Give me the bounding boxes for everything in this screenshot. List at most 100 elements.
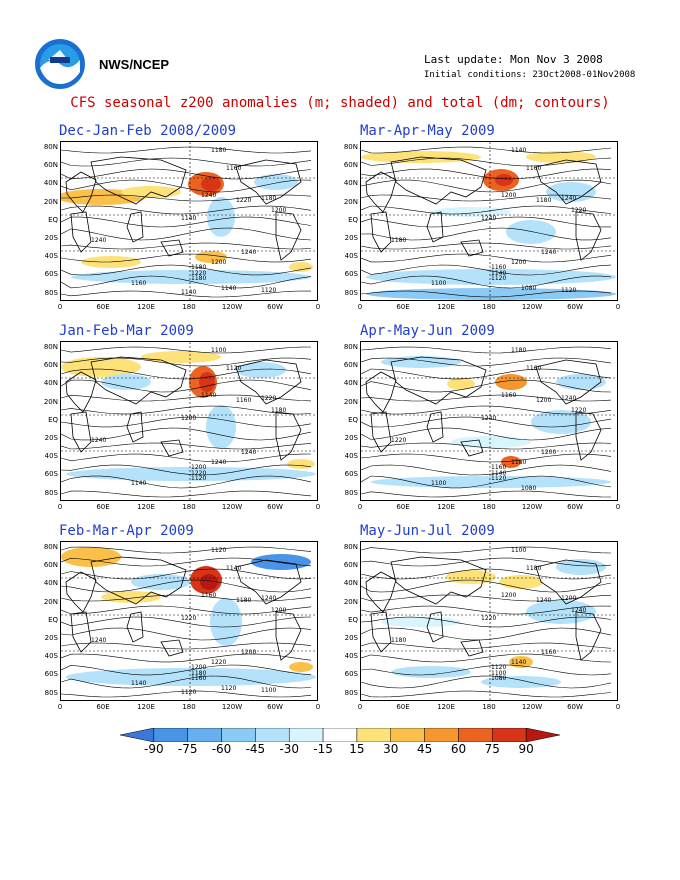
map-svg: 1100112011401160118012001220124012401240… [61, 342, 317, 500]
contour-line [361, 368, 612, 380]
contour-line [361, 664, 612, 676]
contour-label: 1180 [511, 459, 526, 466]
contour-label: 1240 [201, 192, 216, 199]
latitude-label: 80S [44, 488, 58, 497]
colorbar-segment [525, 728, 560, 742]
latitude-label: 80S [344, 288, 358, 297]
latitude-label: EQ [48, 415, 58, 424]
latitude-label: 20N [343, 597, 358, 606]
contour-line [361, 264, 612, 276]
contour-line [361, 427, 612, 441]
colorbar-label: 90 [518, 742, 534, 756]
panel-title-mam: Mar-Apr-May 2009 [360, 123, 495, 139]
colorbar-label: -75 [177, 742, 198, 756]
contour-line [61, 242, 312, 250]
contour-label: 1240 [211, 459, 226, 466]
panel-title-fma: Feb-Mar-Apr 2009 [59, 523, 194, 539]
coastline [370, 211, 392, 253]
contour-line [61, 653, 312, 663]
latitude-label: 60S [344, 470, 358, 479]
contour-label: 1080 [521, 485, 536, 492]
latitude-label: 80S [344, 488, 358, 497]
contour-line [361, 579, 612, 593]
contour-label: 1180 [536, 197, 551, 204]
contour-line [361, 490, 612, 498]
contour-line [61, 546, 312, 554]
latitude-label: 60N [43, 161, 58, 170]
contour-label: 1140 [131, 680, 146, 687]
longitude-label: 180 [182, 703, 196, 711]
contour-label: 1160 [491, 264, 506, 271]
colorbar-segment [322, 728, 358, 742]
latitude-label: 40N [43, 179, 58, 188]
contour-line [361, 653, 612, 663]
latitude-label: 40S [344, 652, 358, 661]
coastline [65, 571, 97, 613]
contour-label: 1140 [201, 392, 216, 399]
contour-line [361, 464, 612, 476]
coastline [126, 411, 144, 443]
map-panel-jfm: 1100 1120 1140 1160 1180 1200 1220 1240 1240 1240… [60, 341, 318, 501]
anomaly-shading [546, 182, 596, 202]
contour-label: 1240 [481, 415, 496, 422]
contour-label: 1160 [131, 280, 146, 287]
contour-label: 1080 [521, 285, 536, 292]
colorbar-label: -15 [313, 742, 333, 756]
contour-label: 1200 [501, 592, 516, 599]
contour-line [61, 146, 312, 154]
longitude-label: 0 [57, 503, 63, 511]
coastline [275, 211, 302, 261]
contour-label: 1240 [91, 637, 106, 644]
contour-line [361, 179, 612, 193]
colorbar-segment [221, 728, 256, 742]
coastline [65, 371, 97, 413]
contour-line [61, 616, 312, 628]
anomaly-shading [206, 405, 236, 449]
anomaly-shading [556, 559, 606, 575]
longitude-label: 60E [96, 503, 110, 511]
longitude-label: 60W [567, 303, 583, 311]
latitude-label: 20S [44, 434, 58, 442]
contour-line [361, 405, 612, 415]
contour-label: 1200 [271, 207, 286, 214]
longitude-label: 0 [315, 703, 321, 711]
contour-label: 1200 [541, 449, 556, 456]
contour-label: 1100 [211, 347, 226, 354]
contour-line [61, 490, 312, 498]
anomaly-shading [61, 547, 121, 567]
contour-line [361, 346, 612, 354]
contour-line [61, 194, 312, 202]
contour-line [61, 642, 312, 650]
latitude-label: 80S [44, 688, 58, 697]
contour-line [61, 346, 312, 354]
initial-conditions-text: Initial conditions: 23Oct2008-01Nov2008 [424, 70, 636, 80]
latitude-label: 20S [344, 234, 358, 242]
contour-line [61, 557, 312, 567]
colorbar-segment [390, 728, 425, 742]
latitude-label: 40S [44, 252, 58, 261]
contour-label: 1240 [241, 449, 256, 456]
colorbar-label: 75 [484, 742, 500, 756]
latitude-label: 60N [43, 361, 58, 370]
latitude-label: 80N [343, 143, 358, 151]
contour-label: 1220 [181, 615, 196, 622]
anomaly-shading [509, 656, 533, 668]
contour-line [61, 405, 312, 415]
contour-line [361, 242, 612, 250]
contour-line [61, 664, 312, 676]
longitude-label: 120E [437, 703, 455, 711]
contour-label: 1240 [571, 607, 586, 614]
latitude-label: 80N [43, 343, 58, 351]
contour-line [361, 416, 612, 428]
latitude-label: 60S [344, 270, 358, 279]
colorbar-segment [255, 728, 290, 742]
latitude-label: 60S [44, 670, 58, 679]
longitude-label: 0 [57, 303, 63, 311]
coastline [460, 639, 484, 657]
contour-label: 1120 [261, 287, 276, 294]
colorbar-label: 45 [416, 742, 433, 756]
coastline [426, 211, 444, 243]
colorbar-segment [187, 728, 222, 742]
contour-line [61, 690, 312, 698]
contour-label: 1220 [211, 659, 226, 666]
